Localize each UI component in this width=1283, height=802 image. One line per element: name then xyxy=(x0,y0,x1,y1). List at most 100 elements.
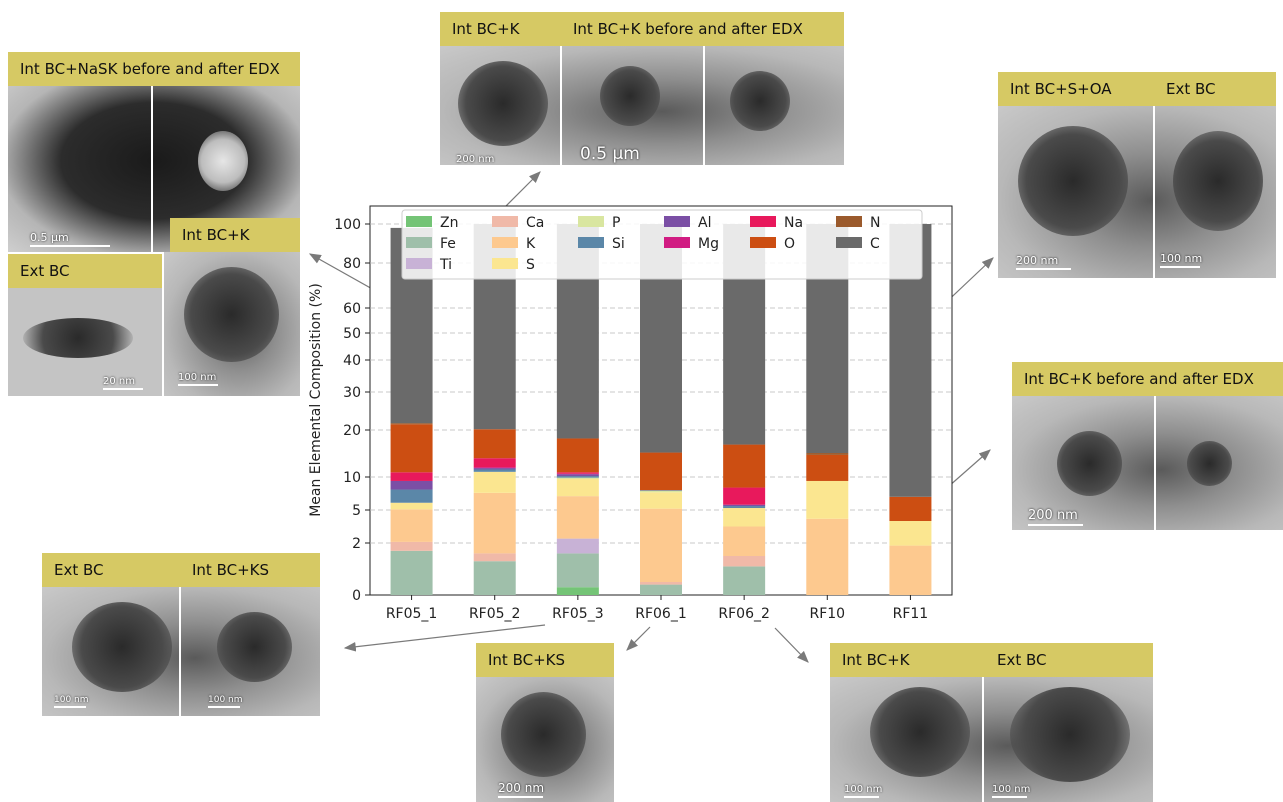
legend-swatch-s xyxy=(492,258,518,269)
y-axis: 0 2 5 10 20 30 40 50 60 80 100 xyxy=(334,217,370,604)
arrow xyxy=(627,627,650,650)
legend-swatch-si xyxy=(578,237,604,248)
x-tick-label: RF05_3 xyxy=(552,606,604,622)
bar-segment-k xyxy=(557,496,599,538)
y-tick-label: 100 xyxy=(334,217,361,233)
legend-label: K xyxy=(526,236,536,252)
y-tick-label: 10 xyxy=(343,470,361,486)
bar-segment-si xyxy=(723,506,765,508)
panel-header-b: Int BC+K xyxy=(170,218,300,252)
y-tick-label: 40 xyxy=(343,353,361,369)
bar-segment-s xyxy=(557,479,599,496)
legend-swatch-mg xyxy=(664,237,690,248)
bar-segment-ti xyxy=(557,539,599,554)
panel-bottom-left: Ext BC Int BC+KS 100 nm 100 nm xyxy=(42,553,320,716)
bar-segment-mg xyxy=(474,467,516,468)
legend-swatch-ca xyxy=(492,216,518,227)
bar-segment-fe xyxy=(557,553,599,587)
legend-swatch-ti xyxy=(406,258,432,269)
bar-segment-na xyxy=(474,458,516,467)
tem-image: 100 nm 100 nm xyxy=(42,587,320,716)
bar-segment-p xyxy=(557,478,599,479)
y-axis-label: Mean Elemental Composition (%) xyxy=(308,283,324,517)
panel-header: Int BC+NaSK before and after EDX xyxy=(8,52,300,86)
panel-header: Ext BC Int BC+KS xyxy=(42,553,320,587)
panel-top-center: Int BC+K Int BC+K before and after EDX 2… xyxy=(440,12,844,165)
legend-label: Si xyxy=(612,236,625,252)
bar-segment-si xyxy=(474,469,516,471)
legend-label: C xyxy=(870,236,880,252)
bar-segment-si xyxy=(640,490,682,491)
panel-header: Int BC+K Int BC+K before and after EDX xyxy=(440,12,844,46)
tem-image-b: 100 nm xyxy=(164,252,300,396)
scale-bar-label: 200 nm xyxy=(1028,508,1083,526)
y-tick-label: 60 xyxy=(343,301,361,317)
y-tick-label: 2 xyxy=(352,536,361,552)
bar-segment-k xyxy=(806,519,848,595)
bar-segment-ca xyxy=(391,542,433,551)
bar-segment-fe xyxy=(640,585,682,595)
panel-label-a: Int BC+K xyxy=(452,12,520,46)
bar-segment-na xyxy=(723,488,765,505)
bar-segment-o xyxy=(889,497,931,521)
panel-bottom-center: Int BC+KS 200 nm xyxy=(476,643,614,802)
panel-label: Int BC+KS xyxy=(488,643,565,677)
bar-segment-s xyxy=(474,472,516,493)
bar-segment-na xyxy=(557,472,599,473)
x-tick-label: RF05_2 xyxy=(469,606,521,622)
bar-segment-al xyxy=(557,474,599,476)
panel-label: Int BC+NaSK before and after EDX xyxy=(20,52,280,86)
legend-swatch-k xyxy=(492,237,518,248)
legend-swatch-fe xyxy=(406,237,432,248)
x-tick-label: RF06_2 xyxy=(718,606,770,622)
bar-segment-ca xyxy=(723,556,765,566)
scale-bar-label: 200 nm xyxy=(498,781,544,798)
panel-label-b: Int BC+K before and after EDX xyxy=(573,12,803,46)
panel-header: Int BC+KS xyxy=(476,643,614,677)
bar-segment-fe xyxy=(391,551,433,595)
bar-segment-ca xyxy=(474,553,516,561)
panel-label-b: Ext BC xyxy=(997,643,1047,677)
bar-segment-al xyxy=(723,505,765,506)
tem-image: 100 nm 100 nm xyxy=(830,677,1153,802)
panel-label-a: Ext BC xyxy=(20,254,70,288)
x-tick-label: RF11 xyxy=(893,606,929,622)
bar-segment-zn xyxy=(557,587,599,595)
bar-segment-al xyxy=(474,468,516,469)
bar-segment-al xyxy=(391,481,433,490)
y-tick-label: 20 xyxy=(343,423,361,439)
bar-segment-mg xyxy=(557,474,599,475)
bar-segment-k xyxy=(474,493,516,554)
scale-bar-label: 20 nm xyxy=(103,376,143,390)
panel-mid-right: Int BC+K before and after EDX 200 nm xyxy=(1012,362,1283,530)
bar-segment-si xyxy=(391,490,433,503)
legend-label: O xyxy=(784,236,795,252)
panel-top-right: Int BC+S+OA Ext BC 200 nm 100 nm xyxy=(998,72,1276,278)
bar-segment-k xyxy=(391,509,433,542)
panel-mid-left: Int BC+K Ext BC 20 nm 100 nm xyxy=(8,218,300,396)
x-axis: RF05_1 RF05_2 RF05_3 RF06_1 RF06_2 RF10 RF11 xyxy=(386,595,928,622)
y-tick-label: 80 xyxy=(343,256,361,272)
bar-segment-s xyxy=(391,503,433,510)
bar-segment-s xyxy=(889,521,931,546)
arrow xyxy=(775,628,808,662)
legend-label: Al xyxy=(698,215,711,231)
tem-image: 200 nm 100 nm xyxy=(998,106,1276,278)
tem-image-a: 20 nm xyxy=(8,288,162,396)
bar-segment-p xyxy=(640,491,682,492)
bar-segment-o xyxy=(806,455,848,481)
y-tick-label: 5 xyxy=(352,503,361,519)
bar-segment-o xyxy=(391,424,433,472)
tem-image: 200 nm xyxy=(1012,396,1283,530)
scale-bar-label: 100 nm xyxy=(1160,252,1202,268)
x-tick-label: RF06_1 xyxy=(635,606,687,622)
bar-segment-s xyxy=(723,508,765,526)
panel-header-a: Ext BC xyxy=(8,254,162,288)
panel-label-a: Int BC+S+OA xyxy=(1010,72,1112,106)
legend-label: P xyxy=(612,215,620,231)
scale-bar-label: 100 nm xyxy=(992,784,1030,798)
scale-bar-label: 200 nm xyxy=(456,154,501,165)
scale-bar-label: 100 nm xyxy=(208,695,243,708)
panel-header: Int BC+K Ext BC xyxy=(830,643,1153,677)
